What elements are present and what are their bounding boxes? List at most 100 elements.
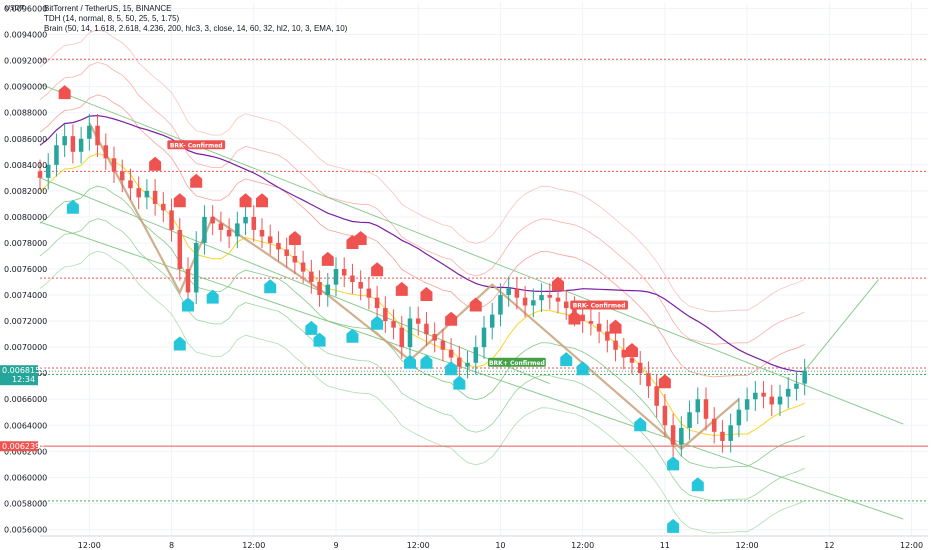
buy-signal [576, 361, 589, 376]
buy-signal-shape [66, 199, 79, 214]
legend-tdh[interactable]: TDH (14, normal, 8, 5, 50, 25, 5, 1.75) [44, 14, 180, 23]
sell-signal [552, 276, 564, 291]
candle [802, 358, 807, 396]
time-axis[interactable]: 12:00 8 12:00 9 12:00 10 12:00 11 12:00 12 12:00 [40, 535, 928, 550]
x-tick-label: 8 [169, 541, 174, 550]
legend-title[interactable]: BitTorrent / TetherUS, 15, BINANCE [44, 4, 172, 13]
candle-body [202, 216, 207, 243]
zigzag-line [88, 122, 740, 451]
y-tick-label: 0.0086000 [4, 135, 47, 144]
sell-signal-shape [371, 262, 384, 277]
legend-brain[interactable]: Brain (50, 14, 1.618, 2.618, 4.236, 200,… [44, 24, 348, 33]
buy-signal-shape [173, 336, 186, 351]
buy-signal-shape [667, 518, 680, 533]
candle-body [457, 357, 462, 367]
candle-body [473, 347, 479, 363]
sell-signal [420, 287, 433, 302]
buy-signal-shape [634, 417, 647, 432]
candle [341, 257, 347, 288]
candle [226, 218, 232, 249]
candle [621, 338, 627, 370]
x-tick-label: 11 [660, 541, 670, 550]
candle-body [177, 229, 183, 269]
candle [185, 257, 191, 305]
channel-line [39, 221, 904, 520]
signals [58, 85, 704, 533]
y-tick-label: 0.0082000 [4, 187, 47, 196]
sell-signal [371, 262, 384, 277]
candle [87, 114, 92, 151]
x-tick-label: 12:00 [78, 541, 101, 550]
candle-body [481, 327, 487, 348]
candle-body [243, 216, 248, 224]
sell-signal-shape [321, 251, 334, 266]
candle-body [87, 125, 92, 139]
y-tick-label: 0.0056000 [4, 525, 47, 534]
candle [646, 361, 651, 398]
candle [235, 211, 240, 249]
candle [679, 416, 684, 457]
y-tick-label: 0.0090000 [4, 83, 47, 92]
candle-body [514, 288, 520, 298]
y-tick-label: 0.0058000 [4, 499, 47, 508]
annotation-text: BRK- Confirmed [573, 302, 626, 309]
candle-body [703, 399, 709, 419]
sell-signal-shape [552, 276, 564, 291]
candle-body [54, 145, 59, 165]
buy-signal-shape [206, 289, 219, 304]
candle-body [144, 190, 150, 198]
buy-signal [420, 354, 433, 369]
level-price-text: 0.0062391 [2, 442, 45, 451]
candle-body [399, 327, 405, 348]
candle-body [152, 190, 158, 204]
candle [45, 153, 51, 190]
candle [563, 289, 569, 320]
sell-signal [626, 343, 638, 358]
candle [152, 179, 158, 216]
candle [218, 211, 224, 242]
candle [54, 133, 59, 177]
buy-signal [445, 361, 458, 376]
x-tick-label: 12 [824, 541, 834, 550]
grid [40, 2, 928, 536]
buy-signal [404, 354, 416, 369]
sell-signal-shape [469, 297, 482, 312]
buy-signal-shape [313, 332, 326, 347]
candle-body [662, 405, 668, 426]
candle [111, 146, 117, 184]
buy-signal-shape [404, 354, 416, 369]
candle-body [300, 262, 306, 272]
candle-body [259, 229, 265, 237]
candle-body [317, 282, 322, 296]
sell-signal [321, 251, 334, 266]
sell-signal-shape [420, 287, 433, 302]
sell-signal [568, 310, 581, 325]
candle-body [802, 370, 807, 384]
purple-line [39, 114, 805, 373]
candle-body [391, 321, 396, 328]
candle [202, 205, 207, 255]
candle [711, 407, 717, 444]
sell-signal [658, 374, 671, 389]
candle [267, 224, 273, 255]
annotation-text: BRK+ Confirmed [489, 360, 545, 367]
candle-body [711, 418, 717, 432]
sell-signal [190, 173, 203, 188]
candle-body [350, 275, 355, 283]
candle-body [646, 373, 651, 387]
candle [292, 244, 298, 275]
candle [276, 231, 281, 262]
candle-body [637, 362, 643, 374]
candle [399, 315, 405, 359]
candle-body [720, 431, 725, 441]
buy-signal [634, 417, 647, 432]
annotation: BRK+ Confirmed [487, 357, 546, 367]
y-tick-label: 0.0064000 [4, 421, 47, 430]
buy-signal-shape [445, 361, 458, 376]
candle-body [45, 164, 51, 178]
candle-body [415, 318, 421, 324]
level-price-tag: 0.0062391 [0, 441, 45, 452]
y-tick-label: 0.0060000 [4, 473, 47, 482]
